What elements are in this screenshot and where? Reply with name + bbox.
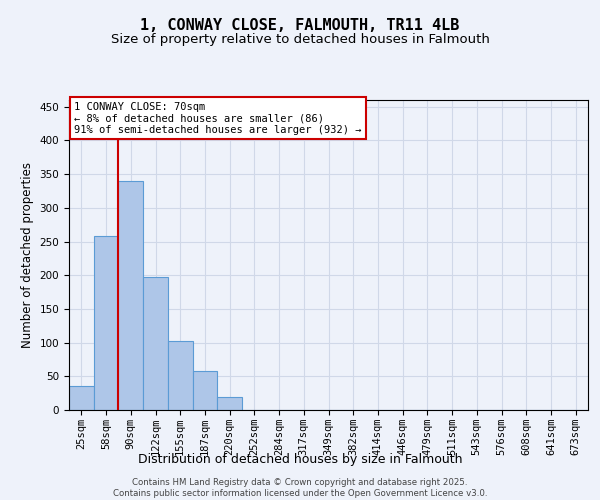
Text: Distribution of detached houses by size in Falmouth: Distribution of detached houses by size … (138, 452, 462, 466)
Bar (94, 236, 118, 410)
Bar (118, 181, 143, 410)
Text: Size of property relative to detached houses in Falmouth: Size of property relative to detached ho… (110, 32, 490, 46)
Bar (217, 396, 242, 410)
Bar (193, 371, 217, 410)
Bar (69, 386, 94, 410)
Bar (168, 340, 193, 410)
Text: Contains HM Land Registry data © Crown copyright and database right 2025.
Contai: Contains HM Land Registry data © Crown c… (113, 478, 487, 498)
Bar (143, 276, 168, 410)
Text: 1, CONWAY CLOSE, FALMOUTH, TR11 4LB: 1, CONWAY CLOSE, FALMOUTH, TR11 4LB (140, 18, 460, 32)
Y-axis label: Number of detached properties: Number of detached properties (21, 162, 34, 348)
Text: 1 CONWAY CLOSE: 70sqm
← 8% of detached houses are smaller (86)
91% of semi-detac: 1 CONWAY CLOSE: 70sqm ← 8% of detached h… (74, 102, 362, 134)
